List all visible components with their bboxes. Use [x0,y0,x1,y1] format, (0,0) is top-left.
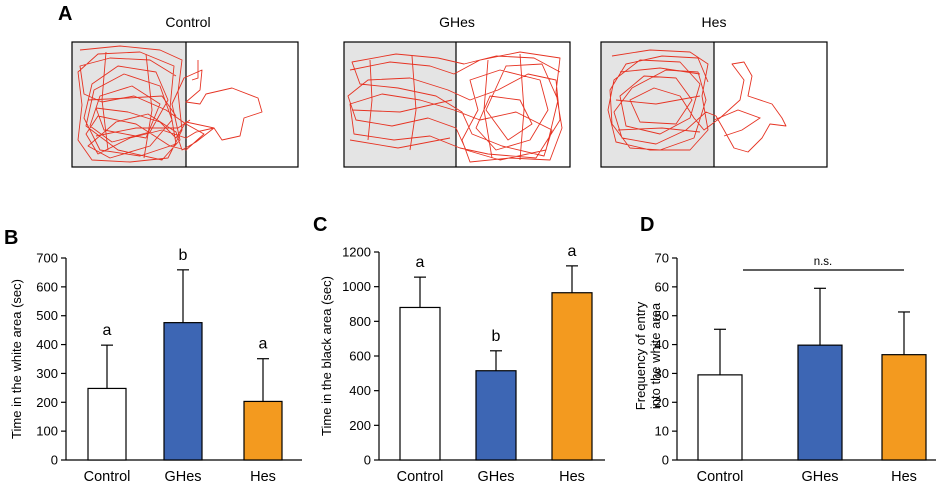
bars [87,322,283,461]
y-tick-label: 200 [36,395,58,410]
y-tick-label: 100 [36,424,58,439]
category-label: Hes [250,469,276,485]
y-tick-label: 400 [349,383,371,398]
bar-hes [881,354,927,461]
arena-title-ghes: GHes [439,14,475,30]
bar-ghes [475,370,517,461]
category-label: GHes [477,469,514,485]
y-tick-label: 200 [349,418,371,433]
trajectory-hes [607,49,787,153]
y-axis-label: Time in the black area (sec) [319,276,334,436]
error-bars [414,265,578,371]
arena-hes: Hes [600,14,828,168]
y-axis-ticks: 0 200 400 600 800 1000 1200 [342,245,379,468]
y-tick-label: 30 [655,366,669,381]
category-label: Hes [559,469,585,485]
y-tick-label: 700 [36,251,58,266]
arena-dark-half [72,42,186,167]
bar-ghes [797,344,843,461]
y-tick-label: 500 [36,308,58,323]
error-bars [714,287,910,375]
bar-hes [243,400,283,461]
y-tick-label: 800 [349,314,371,329]
y-tick-label: 0 [364,453,371,468]
bars [697,344,927,461]
y-axis-label-line-2: into the white area [648,302,663,409]
y-tick-label: 40 [655,337,669,352]
trajectory-ghes-extra [349,53,525,161]
trajectory-hes-extra [615,67,761,137]
arena-title-hes: Hes [702,14,727,30]
significance-letter: b [492,328,501,345]
y-axis-ticks: 0 10 20 30 40 50 60 70 [655,251,677,468]
y-tick-label: 20 [655,395,669,410]
trajectory-control-extra [87,51,199,159]
category-labels: Control GHes Hes [697,469,917,485]
category-labels: Control GHes Hes [84,469,276,485]
trajectory-control [77,45,263,163]
arena-outline [343,41,571,168]
y-tick-label: 50 [655,308,669,323]
y-tick-label: 60 [655,279,669,294]
panel-letter-b: B [4,227,18,249]
significance-letter: b [179,247,188,264]
significance-letter: a [416,254,425,271]
y-tick-label: 1200 [342,245,371,260]
significance-letter: a [568,243,577,260]
category-label: Control [397,469,444,485]
significance-letter: a [103,322,112,339]
panel-letter-a: A [58,3,72,25]
y-tick-label: 70 [655,251,669,266]
category-label: GHes [801,469,838,485]
arena-control: Control [71,14,299,168]
significance-letter: a [259,336,268,353]
panel-letter-c: C [313,214,327,236]
trajectory-ghes [347,51,563,163]
error-bars [101,269,269,402]
arena-title-control: Control [165,14,210,30]
chart-d: D 0 10 20 30 40 50 60 70 Frequency of entry int… [633,214,936,485]
significance-letters: a b a [416,243,577,345]
y-tick-label: 1000 [342,279,371,294]
arena-outline [71,41,299,168]
bar-control [399,306,441,461]
category-label: Control [84,469,131,485]
bars [399,292,593,461]
bar-control [87,387,127,461]
category-label: Control [697,469,744,485]
y-tick-label: 0 [662,453,669,468]
ns-label: n.s. [814,256,833,268]
category-labels: Control GHes Hes [397,469,585,485]
y-axis-ticks: 0 100 200 300 400 500 600 700 [36,251,66,468]
panel-letter-d: D [640,214,654,236]
y-tick-label: 0 [51,453,58,468]
category-label: GHes [164,469,201,485]
category-label: Hes [891,469,917,485]
significance-letters: a b a [103,247,268,353]
chart-b: B 0 100 200 300 400 500 600 700 Time in the whi… [4,227,302,485]
arena-ghes: GHes [343,14,571,168]
y-axis-label-line-1: Frequency of entry [633,301,648,410]
y-tick-label: 400 [36,337,58,352]
chart-c: C 0 200 400 600 800 1000 1200 Time in the blac… [313,214,605,485]
bar-ghes [163,322,203,461]
y-tick-label: 600 [349,349,371,364]
y-tick-label: 10 [655,424,669,439]
y-tick-label: 600 [36,279,58,294]
bar-control [697,374,743,461]
y-tick-label: 300 [36,366,58,381]
bar-hes [551,292,593,461]
y-axis-label: Time in the white area (sec) [9,279,24,439]
